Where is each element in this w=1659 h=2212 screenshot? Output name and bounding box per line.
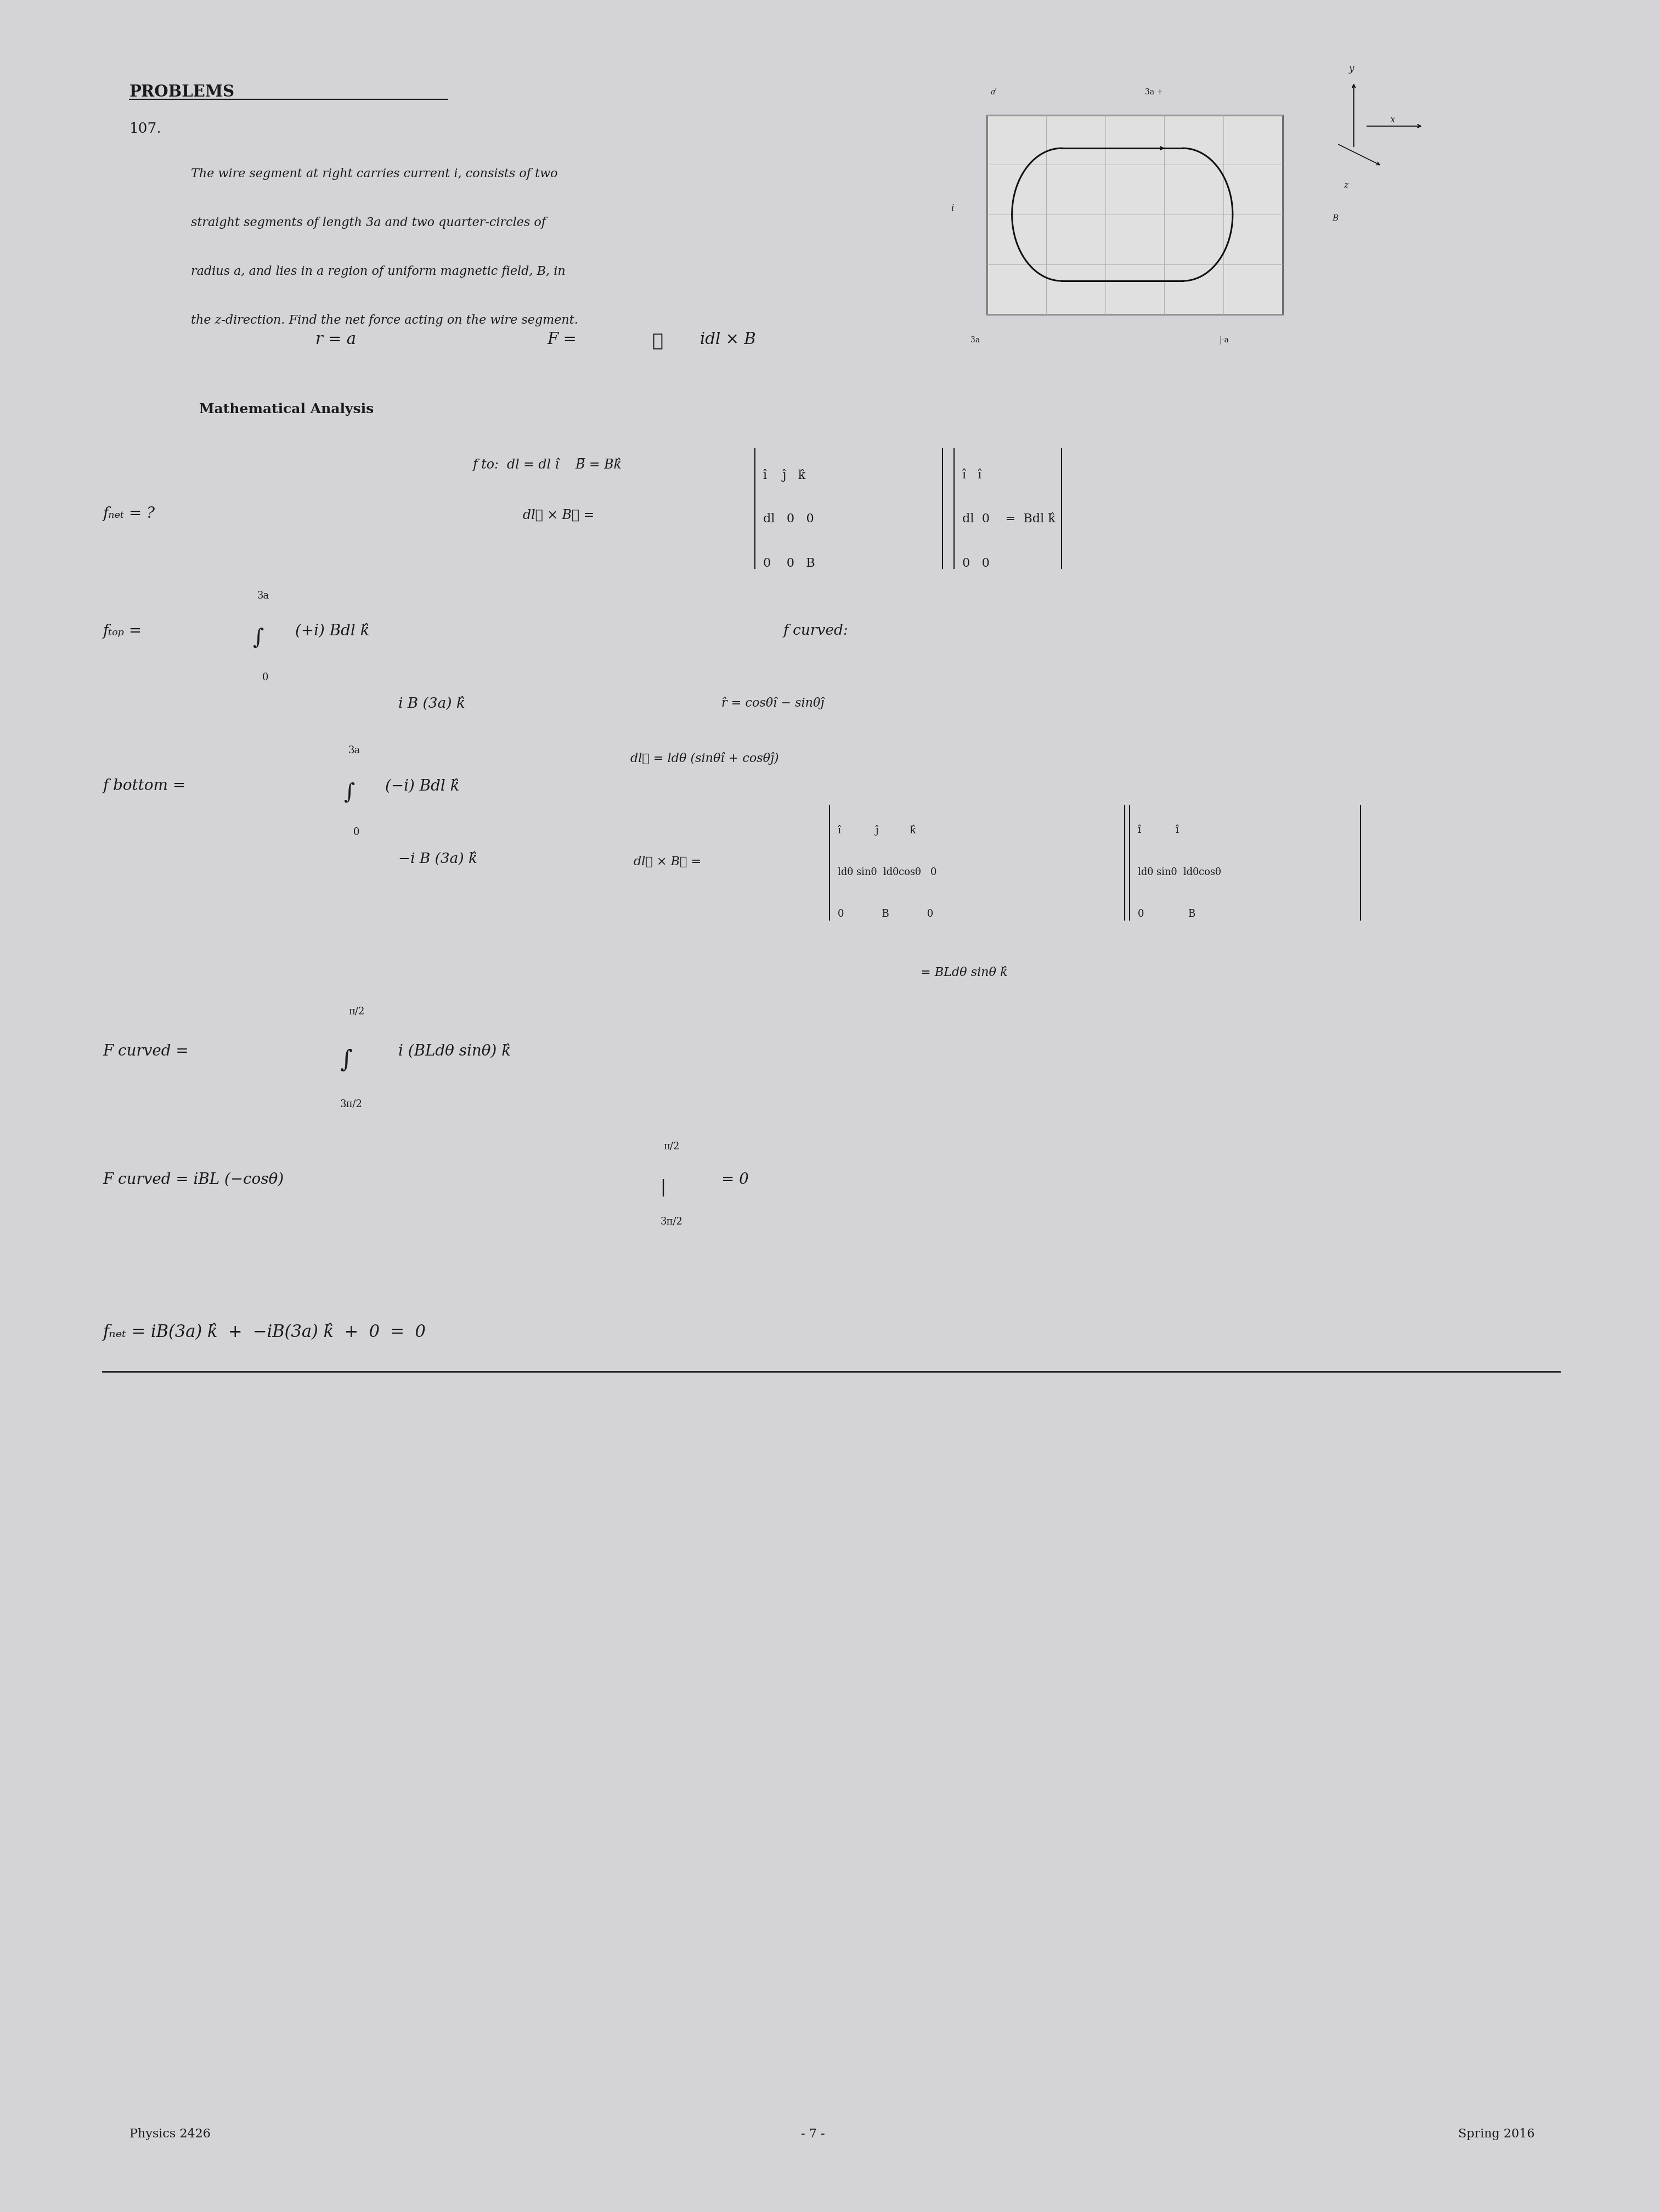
Bar <box>987 115 1282 314</box>
Text: ∫: ∫ <box>343 783 355 803</box>
Text: Spring 2016: Spring 2016 <box>1458 2128 1535 2139</box>
Text: f curved:: f curved: <box>783 624 848 637</box>
Text: y: y <box>1349 64 1354 73</box>
Text: a': a' <box>990 88 997 95</box>
Text: dl⃗ = ldθ (sinθî + cosθĵ): dl⃗ = ldθ (sinθî + cosθĵ) <box>630 752 778 765</box>
Text: radius a, and lies in a region of uniform magnetic field, B, in: radius a, and lies in a region of unifor… <box>191 265 566 276</box>
Text: ∯: ∯ <box>652 332 664 349</box>
Text: 3a: 3a <box>348 745 360 754</box>
Text: dl  0    =  Bdl k̂: dl 0 = Bdl k̂ <box>962 513 1055 524</box>
Text: F =: F = <box>547 332 577 347</box>
Text: z: z <box>1344 181 1349 188</box>
Text: = BLdθ sinθ k̂: = BLdθ sinθ k̂ <box>921 967 1007 978</box>
Text: 0            B            0: 0 B 0 <box>838 909 934 918</box>
Text: i (BLdθ sinθ) k̂: i (BLdθ sinθ) k̂ <box>398 1044 511 1060</box>
Text: idl × B: idl × B <box>700 332 757 347</box>
Text: f to:  dl = dl î    B̅ = Bk̂: f to: dl = dl î B̅ = Bk̂ <box>473 458 622 471</box>
Text: ldθ sinθ  ldθcosθ   0: ldθ sinθ ldθcosθ 0 <box>838 867 937 876</box>
Text: 0   0: 0 0 <box>962 557 989 568</box>
Text: B: B <box>1332 215 1339 221</box>
Text: = 0: = 0 <box>722 1172 748 1188</box>
Text: 3a +: 3a + <box>1145 88 1163 95</box>
Text: π/2: π/2 <box>664 1141 680 1150</box>
Text: r̂ = cosθî − sinθĵ: r̂ = cosθî − sinθĵ <box>722 697 825 710</box>
Text: PROBLEMS: PROBLEMS <box>129 84 236 100</box>
Text: π/2: π/2 <box>348 1006 365 1015</box>
Text: î   î: î î <box>962 469 982 480</box>
Text: 3a: 3a <box>257 591 269 599</box>
Text: r = a: r = a <box>315 332 357 347</box>
Text: 3π/2: 3π/2 <box>660 1217 684 1225</box>
Text: x: x <box>1390 115 1395 124</box>
Text: ∫: ∫ <box>252 628 264 648</box>
Text: The wire segment at right carries current i, consists of two: The wire segment at right carries curren… <box>191 168 557 179</box>
Text: î          ĵ         k̂: î ĵ k̂ <box>838 825 916 836</box>
Text: ∫: ∫ <box>340 1048 353 1073</box>
Text: straight segments of length 3a and two quarter-circles of: straight segments of length 3a and two q… <box>191 217 546 228</box>
Text: 0    0   B: 0 0 B <box>763 557 815 568</box>
Text: 0              B: 0 B <box>1138 909 1196 918</box>
Text: 3π/2: 3π/2 <box>340 1099 363 1108</box>
Text: î          î: î î <box>1138 825 1180 834</box>
Text: F curved =: F curved = <box>103 1044 189 1060</box>
Text: ldθ sinθ  ldθcosθ: ldθ sinθ ldθcosθ <box>1138 867 1221 876</box>
Text: dl⃗ × B⃗ =: dl⃗ × B⃗ = <box>634 856 702 867</box>
Text: the z-direction. Find the net force acting on the wire segment.: the z-direction. Find the net force acti… <box>191 314 577 325</box>
Text: (−i) Bdl k̂: (−i) Bdl k̂ <box>385 779 460 794</box>
Text: î    ĵ   k̂: î ĵ k̂ <box>763 469 806 482</box>
Text: i B (3a) k̂: i B (3a) k̂ <box>398 697 465 710</box>
Text: i: i <box>951 204 954 212</box>
Text: |-a: |-a <box>1219 336 1229 345</box>
Text: fₙₑₜ = ?: fₙₑₜ = ? <box>103 507 154 522</box>
Text: fₙₑₜ = iB(3a) k̂  +  −iB(3a) k̂  +  0  =  0: fₙₑₜ = iB(3a) k̂ + −iB(3a) k̂ + 0 = 0 <box>103 1323 426 1340</box>
Text: 0: 0 <box>262 672 269 681</box>
Text: 3a: 3a <box>971 336 980 343</box>
Text: dl⃗ × B⃗ =: dl⃗ × B⃗ = <box>523 509 594 522</box>
Text: 0: 0 <box>353 827 360 836</box>
Text: f bottom =: f bottom = <box>103 779 186 794</box>
Text: - 7 -: - 7 - <box>801 2128 825 2139</box>
Text: fₜₒₚ =: fₜₒₚ = <box>103 624 143 639</box>
Text: 107.: 107. <box>129 122 161 135</box>
Text: |: | <box>660 1179 665 1197</box>
Text: (+i) Bdl k̂: (+i) Bdl k̂ <box>295 624 370 639</box>
Text: dl   0   0: dl 0 0 <box>763 513 815 524</box>
Text: Physics 2426: Physics 2426 <box>129 2128 211 2139</box>
Text: Mathematical Analysis: Mathematical Analysis <box>199 403 373 416</box>
Text: −i B (3a) k̂: −i B (3a) k̂ <box>398 852 478 865</box>
Text: F curved = iBL (−cosθ): F curved = iBL (−cosθ) <box>103 1172 284 1188</box>
